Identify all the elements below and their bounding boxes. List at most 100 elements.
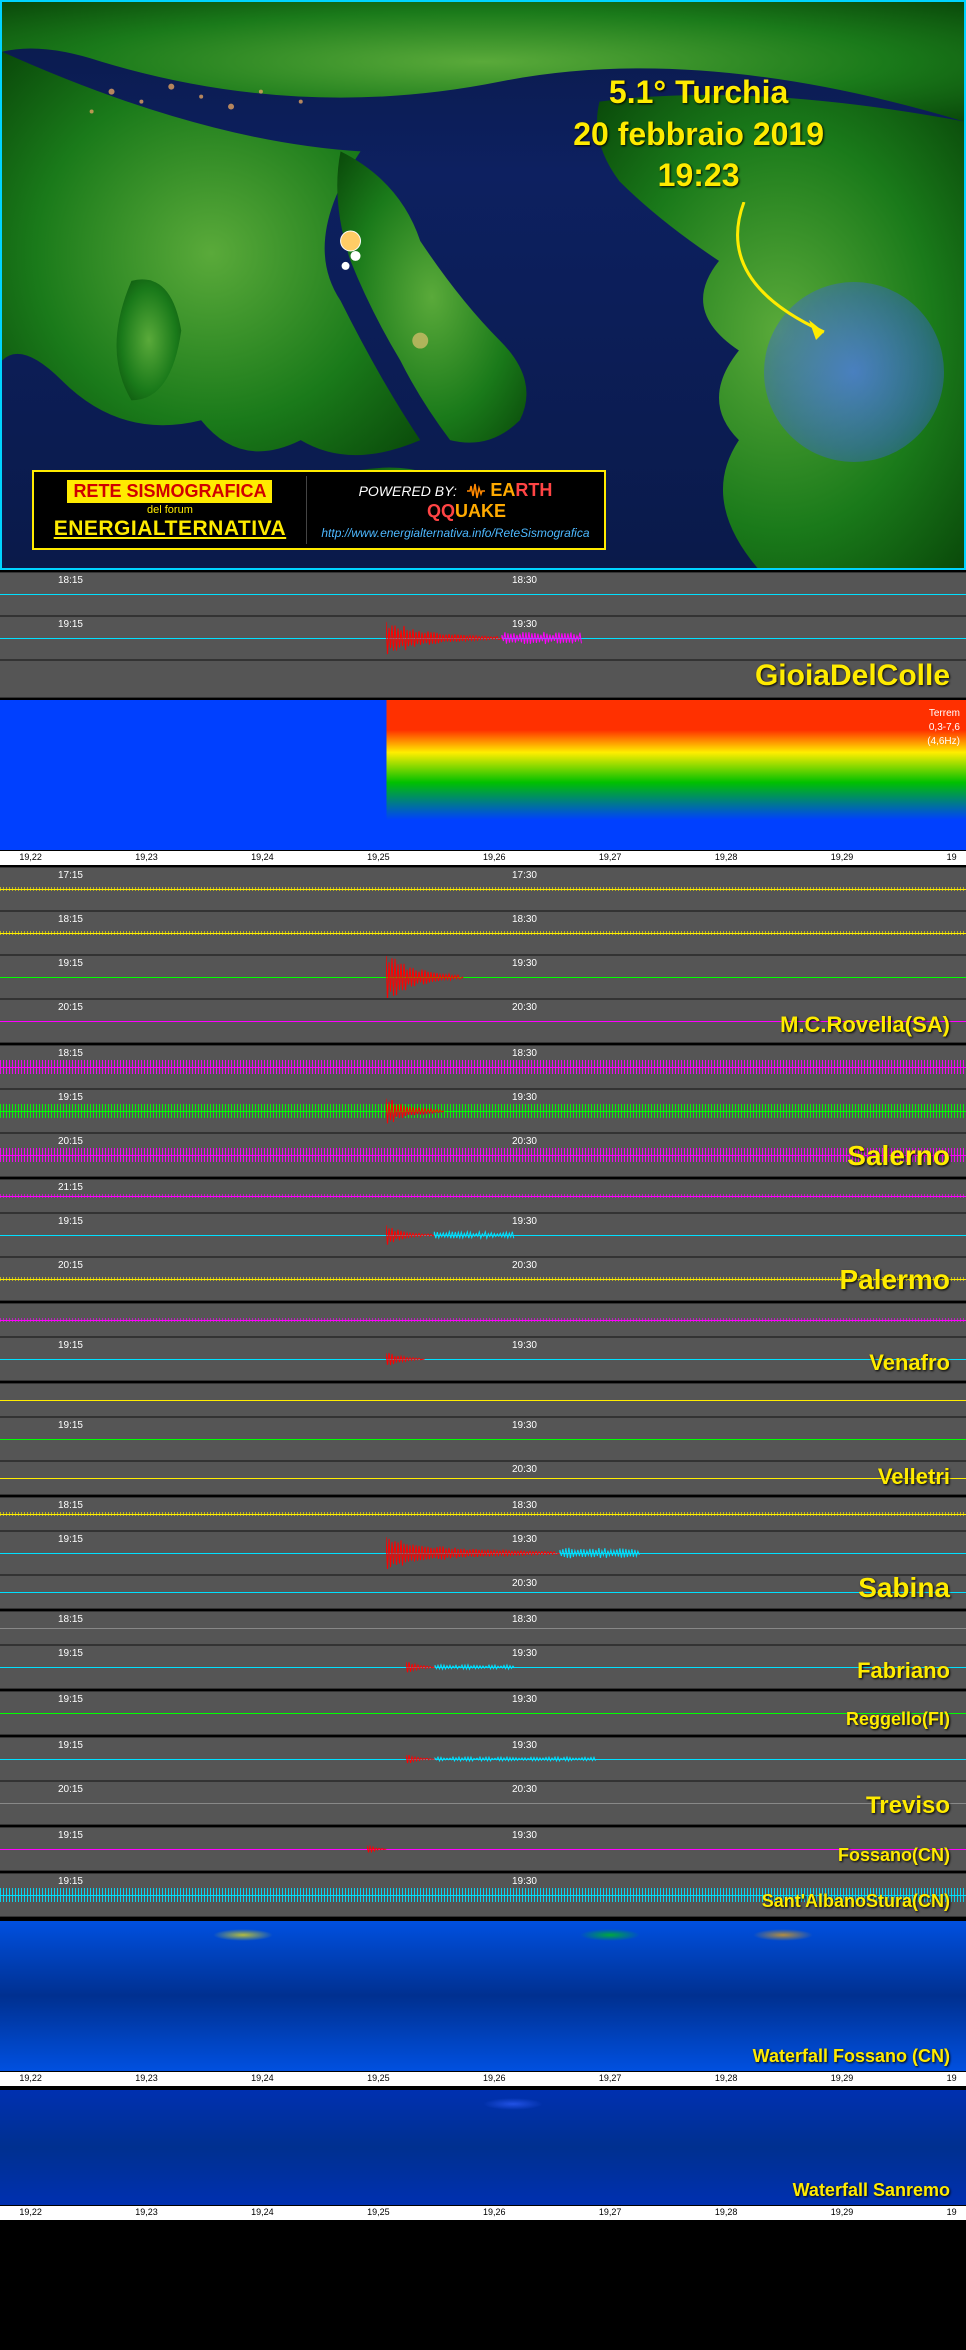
seismograph-report: 5.1° Turchia 20 febbraio 2019 19:23 RETE…: [0, 0, 966, 2220]
station-block: 18:1518:3019:1519:3020:1520:30Salerno: [0, 1043, 966, 1177]
time-tick: 20:30: [512, 1578, 537, 1589]
station-block: 18:1518:3019:1519:30GioiaDelColleTerrem0…: [0, 570, 966, 865]
time-tick: 19:15: [58, 958, 83, 969]
seismic-burst: [386, 955, 663, 999]
axis-tick: 19,26: [483, 2207, 506, 2217]
station-block: 21:15 19:1519:3020:1520:30Palermo: [0, 1177, 966, 1301]
trace-row: 20:1520:30Salerno: [0, 1133, 966, 1177]
time-tick: 19:15: [58, 1740, 83, 1751]
station-label: GioiaDelColle: [755, 660, 950, 693]
station-label: Velletri: [878, 1464, 950, 1490]
station-block: 19:15 19:30 Reggello(FI): [0, 1689, 966, 1735]
time-tick: 19:30: [512, 1694, 537, 1705]
station-label: M.C.Rovella(SA): [780, 1012, 950, 1038]
station-block: 19:15 19:30 20:30Velletri: [0, 1381, 966, 1495]
axis-tick: 19,28: [715, 2073, 738, 2083]
powered-by-label: POWERED BY:: [359, 483, 457, 499]
time-tick: 19:15: [58, 1694, 83, 1705]
time-tick: 19:30: [512, 1830, 537, 1841]
station-label: Palermo: [840, 1264, 951, 1296]
axis-tick: 19,24: [251, 852, 274, 862]
axis-tick: 19,29: [831, 852, 854, 862]
time-tick: 18:15: [58, 1500, 83, 1511]
station-block: 18:15 18:30 19:1519:3020:30Sabina: [0, 1495, 966, 1609]
seismic-burst: [367, 1844, 586, 1854]
map-panel: 5.1° Turchia 20 febbraio 2019 19:23 RETE…: [0, 0, 966, 570]
network-url: http://www.energialternativa.info/ReteSi…: [317, 526, 594, 540]
time-tick: 21:15: [58, 1182, 83, 1193]
time-tick: 20:15: [58, 1784, 83, 1795]
axis-tick: 19,24: [251, 2073, 274, 2083]
trace-row: 20:1520:30Palermo: [0, 1257, 966, 1301]
time-axis: 19,2219,2319,2419,2519,2619,2719,2819,29…: [0, 2071, 966, 2086]
trace-row: 20:30Sabina: [0, 1575, 966, 1609]
station-block: 17:1517:3018:1518:3019:1519:3020:1520:30…: [0, 865, 966, 1043]
axis-tick: 19,22: [19, 2207, 42, 2217]
time-tick: 19:15: [58, 1830, 83, 1841]
station-block: 19:15 19:30 Fossano(CN): [0, 1825, 966, 1871]
station-label: Treviso: [866, 1792, 950, 1820]
axis-tick: 19,23: [135, 2073, 158, 2083]
trace-row: 19:1519:30Sant'AlbanoStura(CN): [0, 1873, 966, 1917]
event-arrow: [644, 202, 864, 362]
event-date: 20 febbraio 2019: [573, 114, 824, 156]
time-tick: 19:30: [512, 1420, 537, 1431]
axis-tick: 19,29: [831, 2207, 854, 2217]
station-block: 19:1519:30Venafro: [0, 1301, 966, 1381]
time-tick: 20:15: [58, 1260, 83, 1271]
trace-row: 18:15 18:30: [0, 1497, 966, 1531]
axis-tick: 19,25: [367, 2073, 390, 2083]
trace-row: 20:1520:30Treviso: [0, 1781, 966, 1825]
axis-tick: 19,25: [367, 2207, 390, 2217]
trace-row: 20:30Velletri: [0, 1461, 966, 1495]
time-tick: 19:15: [58, 619, 83, 630]
time-tick: 20:30: [512, 1136, 537, 1147]
station-label: Fossano(CN): [838, 1845, 950, 1866]
axis-tick: 19,28: [715, 852, 738, 862]
seismic-burst: [406, 1660, 635, 1674]
event-annotation: 5.1° Turchia 20 febbraio 2019 19:23: [573, 72, 824, 197]
time-tick: 17:15: [58, 870, 83, 881]
time-tick: 18:30: [512, 575, 537, 586]
time-tick: 20:30: [512, 1002, 537, 1013]
station-label: Salerno: [847, 1140, 950, 1172]
trace-row: 19:15 19:30 Reggello(FI): [0, 1691, 966, 1735]
time-tick: 19:15: [58, 1420, 83, 1431]
time-tick: 19:15: [58, 1534, 83, 1545]
trace-row: 21:15: [0, 1179, 966, 1213]
time-tick: 20:15: [58, 1002, 83, 1013]
time-tick: 18:15: [58, 575, 83, 586]
axis-tick: 19,27: [599, 2073, 622, 2083]
trace-row: [0, 1383, 966, 1417]
network-infobox: RETE SISMOGRAFICA del forum ENERGIALTERN…: [32, 470, 606, 550]
axis-tick: 19,26: [483, 2073, 506, 2083]
spec-label: Terrem: [929, 708, 960, 719]
trace-row: 18:15 18:30: [0, 1611, 966, 1645]
event-time: 19:23: [573, 155, 824, 197]
seismogram-panel: 18:1518:3019:1519:30GioiaDelColleTerrem0…: [0, 570, 966, 2220]
time-tick: 19:15: [58, 1092, 83, 1103]
trace-row: 19:15 19:30 Fossano(CN): [0, 1827, 966, 1871]
axis-tick: 19,27: [599, 852, 622, 862]
time-axis: 19,2219,2319,2419,2519,2619,2719,2819,29…: [0, 850, 966, 865]
time-tick: 18:15: [58, 914, 83, 925]
time-tick: 18:15: [58, 1614, 83, 1625]
time-tick: 19:30: [512, 1340, 537, 1351]
time-tick: 18:30: [512, 1614, 537, 1625]
trace-row: 19:1519:30: [0, 1213, 966, 1257]
trace-row: 19:1519:30Venafro: [0, 1337, 966, 1381]
axis-tick: 19,28: [715, 2207, 738, 2217]
seismic-burst: [406, 1753, 635, 1765]
axis-tick: 19,24: [251, 2207, 274, 2217]
station-label: Reggello(FI): [846, 1709, 950, 1730]
time-axis: 19,2219,2319,2419,2519,2619,2719,2819,29…: [0, 2205, 966, 2220]
axis-tick: 19: [947, 2073, 957, 2083]
axis-tick: 19,23: [135, 852, 158, 862]
trace-row: 19:1519:30: [0, 1089, 966, 1133]
time-tick: 18:30: [512, 1500, 537, 1511]
spec-label: (4,6Hz): [927, 736, 960, 747]
axis-tick: 19,29: [831, 2073, 854, 2083]
trace-row: [0, 1303, 966, 1337]
trace-row: 19:1519:30: [0, 1531, 966, 1575]
axis-tick: 19,27: [599, 2207, 622, 2217]
